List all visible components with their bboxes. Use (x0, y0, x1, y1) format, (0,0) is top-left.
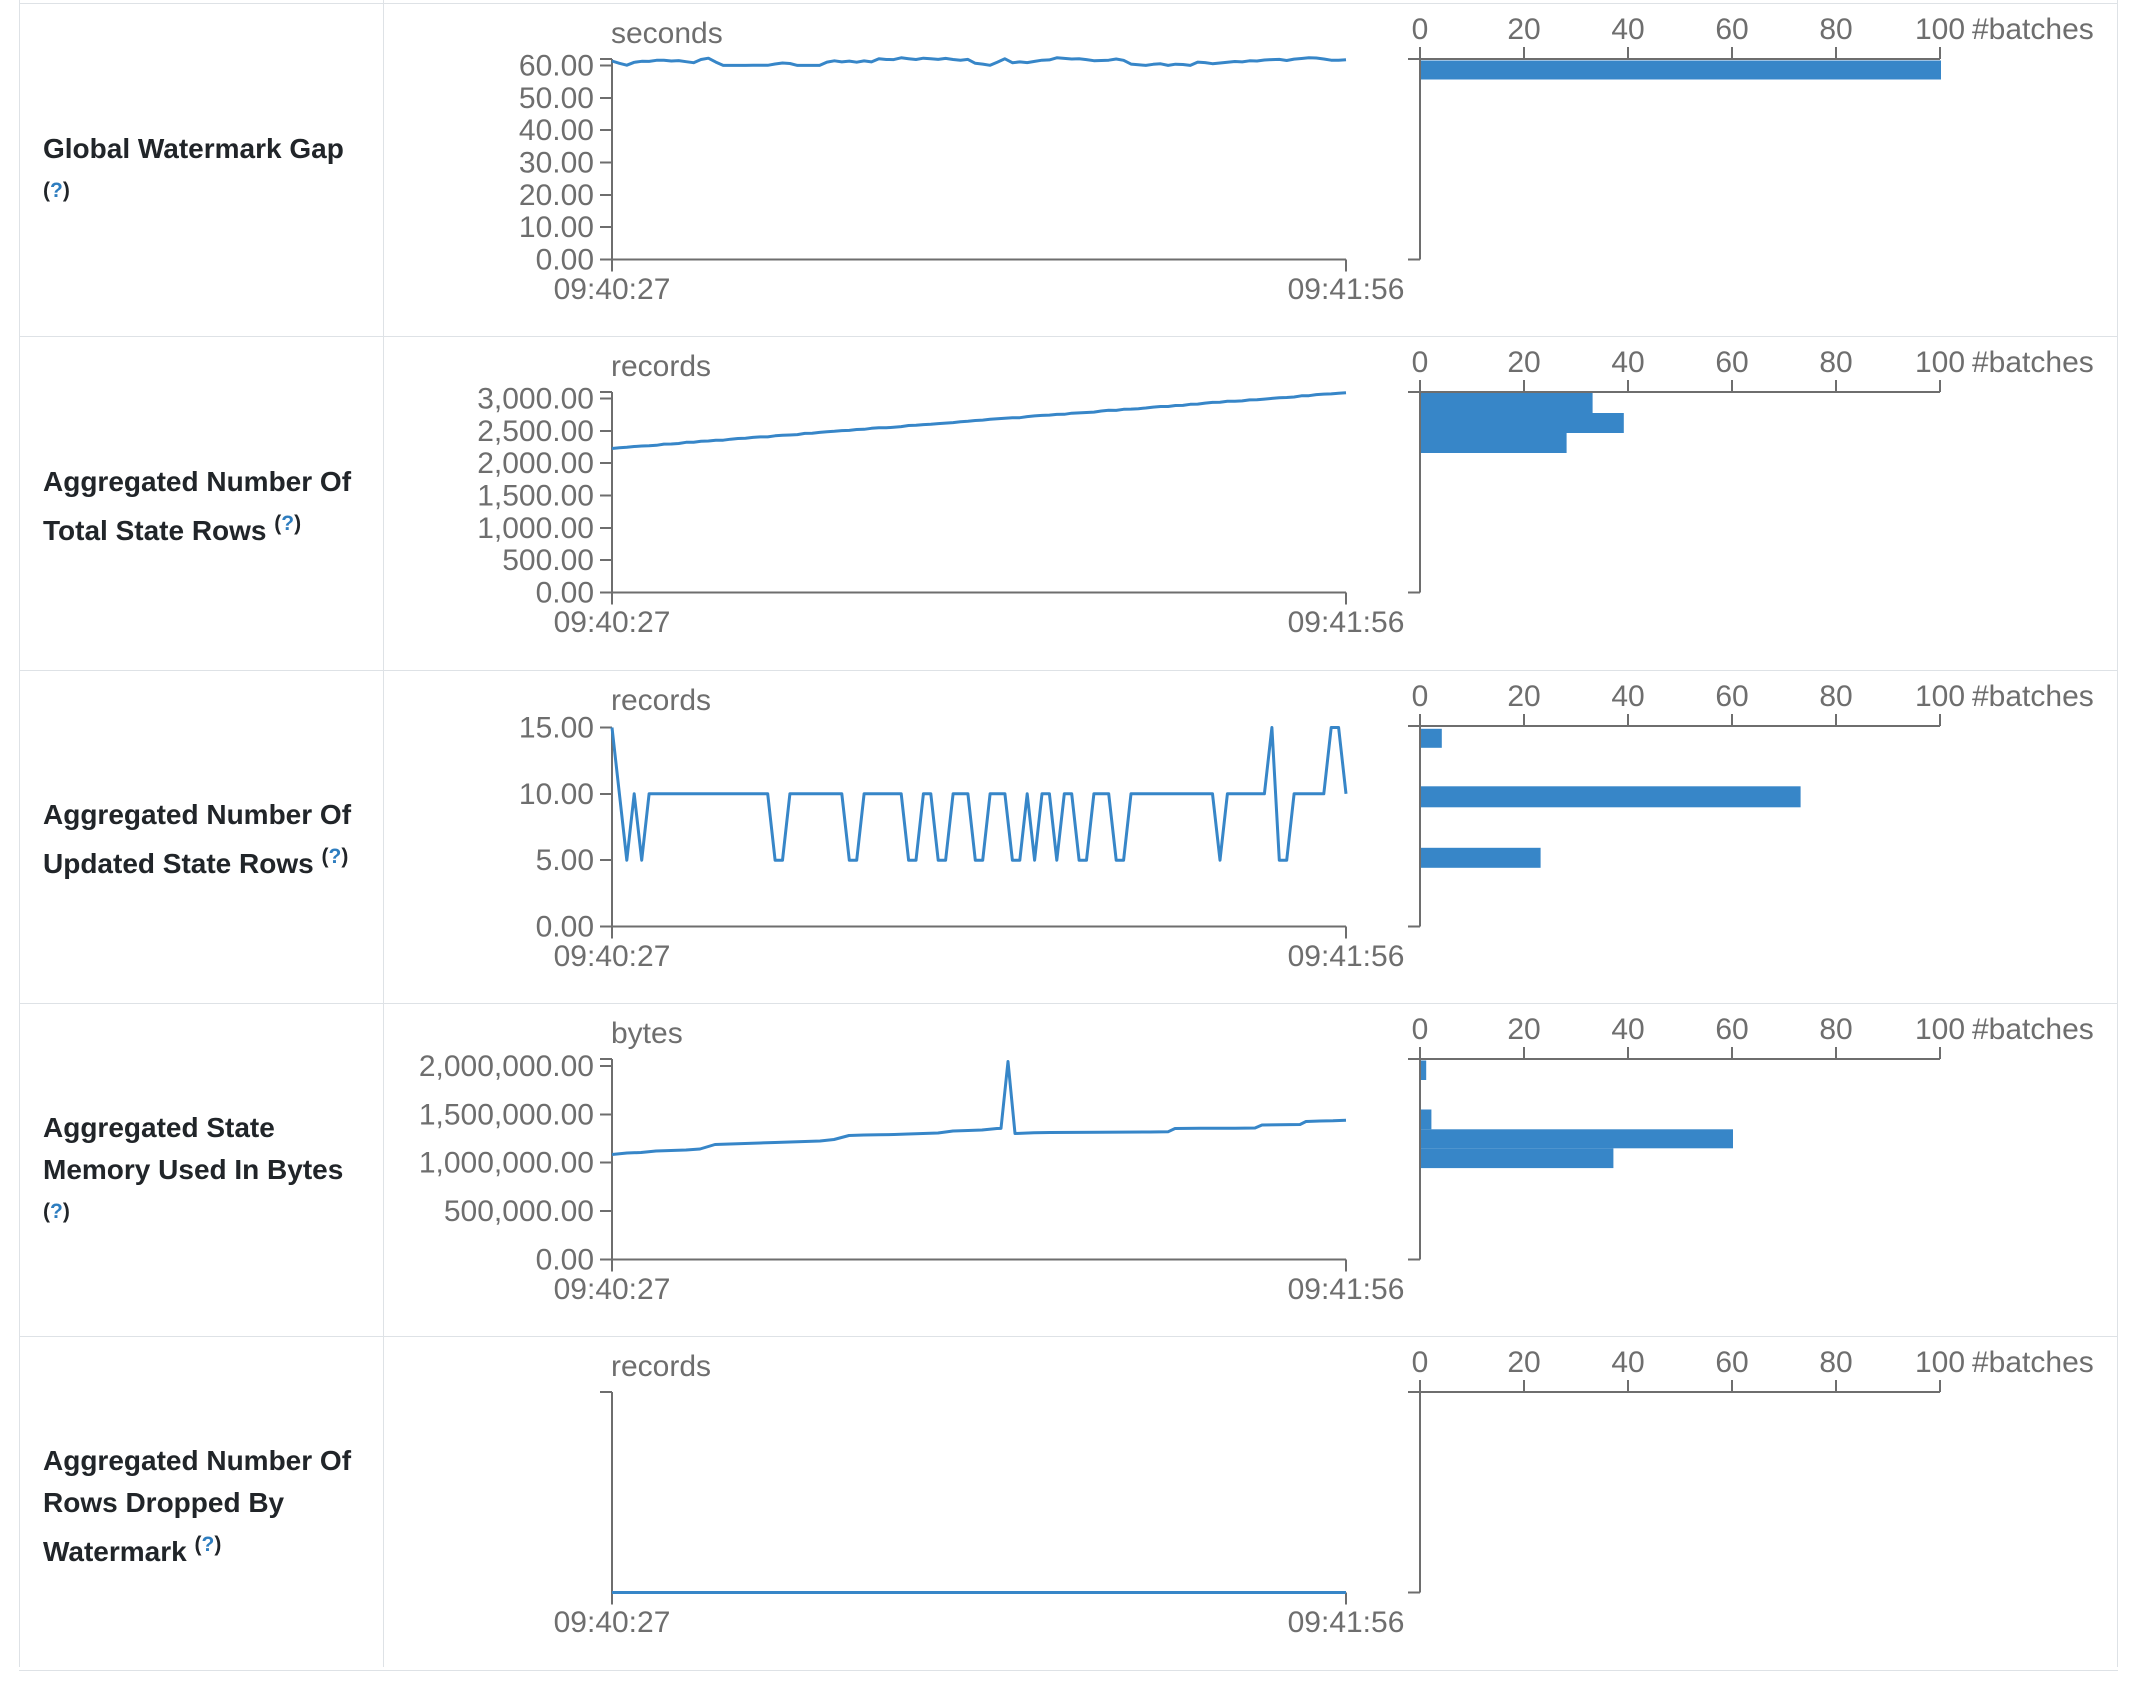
svg-text:60: 60 (1715, 1346, 1748, 1379)
svg-text:09:41:56: 09:41:56 (1288, 273, 1405, 306)
svg-text:0.00: 0.00 (536, 910, 594, 943)
svg-text:09:40:27: 09:40:27 (554, 940, 671, 973)
svg-text:5.00: 5.00 (536, 844, 594, 877)
svg-text:40: 40 (1611, 13, 1644, 46)
svg-text:09:40:27: 09:40:27 (554, 606, 671, 639)
svg-text:20: 20 (1507, 1013, 1540, 1046)
svg-text:40: 40 (1611, 680, 1644, 713)
svg-text:2,000,000.00: 2,000,000.00 (419, 1050, 594, 1083)
svg-text:0.00: 0.00 (536, 1244, 594, 1277)
svg-text:records: records (611, 350, 711, 383)
svg-text:60.00: 60.00 (519, 50, 594, 83)
svg-text:09:41:56: 09:41:56 (1288, 1606, 1405, 1639)
svg-text:0.00: 0.00 (536, 244, 594, 277)
svg-text:seconds: seconds (611, 17, 723, 50)
svg-text:80: 80 (1819, 1346, 1852, 1379)
svg-text:records: records (611, 684, 711, 717)
svg-text:1,000.00: 1,000.00 (477, 512, 594, 545)
svg-text:500,000.00: 500,000.00 (444, 1195, 594, 1228)
svg-text:40: 40 (1611, 1346, 1644, 1379)
svg-text:09:40:27: 09:40:27 (554, 273, 671, 306)
svg-text:0: 0 (1412, 1346, 1429, 1379)
svg-text:80: 80 (1819, 13, 1852, 46)
svg-text:30.00: 30.00 (519, 147, 594, 180)
svg-text:#batches: #batches (1972, 1013, 2094, 1046)
svg-text:60: 60 (1715, 13, 1748, 46)
svg-text:50.00: 50.00 (519, 82, 594, 115)
svg-text:09:41:56: 09:41:56 (1288, 1273, 1405, 1306)
svg-text:2,500.00: 2,500.00 (477, 415, 594, 448)
svg-text:100: 100 (1915, 680, 1965, 713)
svg-text:1,500,000.00: 1,500,000.00 (419, 1098, 594, 1131)
svg-text:#batches: #batches (1972, 13, 2094, 46)
svg-text:0: 0 (1412, 346, 1429, 379)
svg-text:100: 100 (1915, 346, 1965, 379)
svg-text:2,000.00: 2,000.00 (477, 448, 594, 481)
svg-text:09:40:27: 09:40:27 (554, 1273, 671, 1306)
svg-text:10.00: 10.00 (519, 777, 594, 810)
svg-text:09:41:56: 09:41:56 (1288, 940, 1405, 973)
svg-text:1,500.00: 1,500.00 (477, 480, 594, 513)
svg-text:0.00: 0.00 (536, 577, 594, 610)
svg-text:0: 0 (1412, 1013, 1429, 1046)
svg-text:3,000.00: 3,000.00 (477, 383, 594, 416)
svg-text:40: 40 (1611, 1013, 1644, 1046)
svg-text:20: 20 (1507, 1346, 1540, 1379)
svg-text:500.00: 500.00 (502, 544, 594, 577)
svg-text:09:40:27: 09:40:27 (554, 1606, 671, 1639)
svg-text:60: 60 (1715, 680, 1748, 713)
svg-text:80: 80 (1819, 346, 1852, 379)
svg-text:10.00: 10.00 (519, 211, 594, 244)
svg-text:100: 100 (1915, 13, 1965, 46)
svg-text:20.00: 20.00 (519, 179, 594, 212)
svg-text:records: records (611, 1350, 711, 1383)
svg-text:80: 80 (1819, 1013, 1852, 1046)
svg-text:100: 100 (1915, 1346, 1965, 1379)
svg-text:15.00: 15.00 (519, 711, 594, 744)
svg-text:40: 40 (1611, 346, 1644, 379)
svg-text:#batches: #batches (1972, 680, 2094, 713)
svg-text:40.00: 40.00 (519, 114, 594, 147)
svg-text:20: 20 (1507, 346, 1540, 379)
svg-text:1,000,000.00: 1,000,000.00 (419, 1147, 594, 1180)
svg-text:bytes: bytes (611, 1017, 683, 1050)
svg-text:0: 0 (1412, 680, 1429, 713)
svg-text:80: 80 (1819, 680, 1852, 713)
svg-text:60: 60 (1715, 346, 1748, 379)
svg-text:20: 20 (1507, 680, 1540, 713)
svg-text:0: 0 (1412, 13, 1429, 46)
svg-text:09:41:56: 09:41:56 (1288, 606, 1405, 639)
svg-text:#batches: #batches (1972, 346, 2094, 379)
svg-text:20: 20 (1507, 13, 1540, 46)
svg-text:100: 100 (1915, 1013, 1965, 1046)
svg-text:60: 60 (1715, 1013, 1748, 1046)
svg-text:#batches: #batches (1972, 1346, 2094, 1379)
